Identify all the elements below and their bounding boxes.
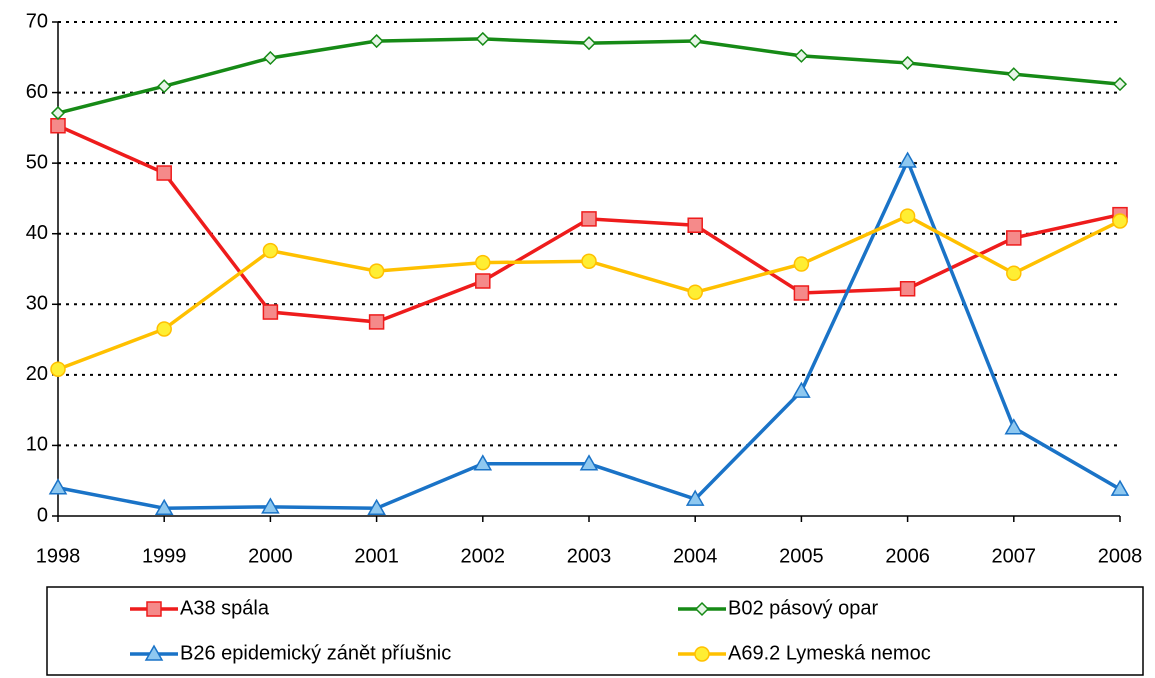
marker <box>157 79 172 94</box>
marker <box>899 208 916 224</box>
x-tick-label: 2003 <box>567 545 612 567</box>
y-tick-label: 70 <box>26 10 48 32</box>
marker <box>1110 479 1130 496</box>
marker <box>262 242 279 259</box>
y-tick-label: 30 <box>26 293 48 315</box>
marker <box>368 314 385 330</box>
marker <box>146 601 162 617</box>
marker <box>1112 77 1128 92</box>
marker <box>581 211 597 227</box>
marker <box>1006 230 1022 246</box>
marker <box>793 256 810 272</box>
y-tick-label: 50 <box>26 151 48 173</box>
marker <box>581 36 597 51</box>
x-tick-label: 2002 <box>461 545 506 567</box>
y-tick-label: 10 <box>26 434 48 456</box>
marker <box>1006 67 1021 82</box>
marker <box>473 454 493 471</box>
legend-label: A38 spála <box>180 597 270 619</box>
legend-label: B26 epidemický zánět příušnic <box>180 642 451 664</box>
marker <box>687 217 703 233</box>
marker <box>1006 265 1022 281</box>
marker <box>899 281 916 297</box>
marker <box>475 254 491 271</box>
x-tick-label: 2001 <box>354 545 399 567</box>
x-tick-label: 1999 <box>142 545 187 567</box>
marker <box>144 644 164 661</box>
legend-label: B02 pásový opar <box>728 597 878 619</box>
marker <box>475 31 490 46</box>
legend-box <box>46 586 1144 676</box>
marker <box>48 478 68 495</box>
x-tick-label: 2008 <box>1098 545 1143 567</box>
marker <box>694 646 710 662</box>
y-tick-label: 20 <box>26 363 48 385</box>
legend-label: A69.2 Lymeská nemoc <box>728 642 931 664</box>
x-tick-label: 2007 <box>992 545 1037 567</box>
marker <box>50 361 66 377</box>
x-tick-label: 2004 <box>673 545 718 567</box>
marker <box>50 105 66 121</box>
marker <box>262 304 279 320</box>
marker <box>581 253 597 269</box>
marker <box>368 263 385 279</box>
x-tick-label: 1998 <box>36 545 81 567</box>
marker <box>688 33 703 49</box>
marker <box>261 497 280 514</box>
marker <box>369 33 384 49</box>
marker <box>793 285 810 301</box>
marker <box>900 55 915 70</box>
y-tick-label: 40 <box>26 222 48 244</box>
marker <box>687 284 703 301</box>
y-tick-label: 60 <box>26 81 48 103</box>
x-tick-label: 2005 <box>779 545 824 567</box>
y-tick-label: 0 <box>37 504 48 526</box>
marker <box>898 151 917 168</box>
marker <box>475 273 491 289</box>
marker <box>263 50 278 66</box>
marker <box>579 454 599 471</box>
marker <box>685 489 705 506</box>
x-tick-label: 2006 <box>885 545 930 567</box>
marker <box>792 381 811 398</box>
marker <box>154 498 174 515</box>
marker <box>367 498 386 515</box>
marker <box>1112 213 1128 229</box>
marker <box>794 48 809 63</box>
marker <box>156 321 172 337</box>
marker <box>156 165 172 181</box>
marker <box>694 601 710 617</box>
marker <box>1004 418 1024 435</box>
marker <box>50 117 66 134</box>
x-tick-label: 2000 <box>248 545 293 567</box>
